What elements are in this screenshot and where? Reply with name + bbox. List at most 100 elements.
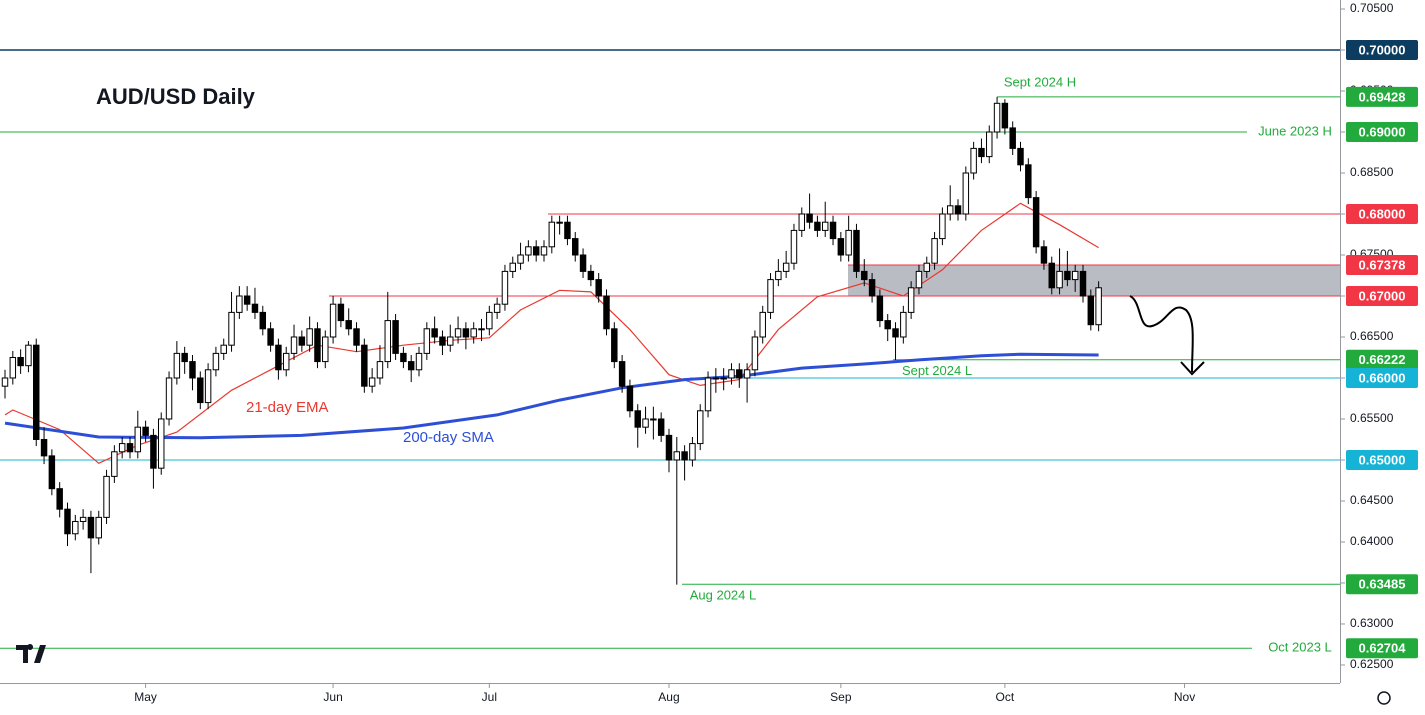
level-label: 0.63485 [1359, 577, 1406, 592]
candle-body [368, 377, 376, 387]
candle-body [118, 443, 126, 453]
candle-body [642, 418, 649, 428]
candle-body [978, 147, 985, 158]
candle-body [72, 520, 79, 535]
chart-title: AUD/USD Daily [96, 84, 256, 109]
indicator-name: 200-day SMA [403, 429, 494, 446]
candle-body [767, 279, 774, 313]
candle-body [259, 311, 267, 330]
candle-body [87, 516, 95, 539]
candle-body [673, 451, 681, 461]
level-label-box [1346, 122, 1418, 143]
candle-body [1064, 270, 1071, 281]
level-label-box [1346, 285, 1418, 306]
candle-body [9, 356, 17, 379]
candle-body [462, 328, 470, 338]
candle-body [611, 328, 618, 363]
plot-area [0, 49, 1348, 657]
level-label: 0.66000 [1359, 370, 1406, 385]
candle-body [853, 229, 860, 272]
candle-body [876, 295, 884, 322]
candle-body [353, 328, 360, 346]
y-tick-label: 0.65500 [1350, 411, 1394, 425]
candle-body [1025, 164, 1032, 199]
candle-body [939, 213, 946, 240]
candle-body [603, 295, 610, 330]
candle-body [532, 246, 540, 256]
candle-body [806, 213, 813, 223]
candle-body [907, 287, 915, 313]
candle-body [95, 516, 102, 539]
candle-body [493, 303, 501, 313]
candle-body [556, 221, 563, 224]
level-label-box [1346, 638, 1418, 659]
candle-body [251, 303, 259, 313]
logo [16, 644, 46, 663]
candle-body [1017, 147, 1024, 166]
level-label: 0.66222 [1359, 352, 1406, 367]
candle-body [329, 303, 337, 338]
candle-body [25, 344, 32, 367]
level-label: 0.70000 [1359, 42, 1406, 57]
level-label: 0.62704 [1359, 641, 1407, 656]
candle-body [782, 262, 790, 272]
candle-body [517, 254, 524, 264]
level-note: Oct 2023 L [1268, 640, 1332, 655]
candle-body [1032, 197, 1040, 248]
settings-icon[interactable] [1377, 691, 1391, 705]
candle-body [751, 336, 759, 371]
candle-body [798, 213, 806, 231]
candle-body [743, 369, 751, 379]
candle-body [900, 311, 907, 338]
level-label-box [1346, 255, 1418, 276]
candle-body [790, 229, 798, 264]
level-label-box [1346, 349, 1418, 370]
candle-body [103, 475, 110, 518]
candle-body [579, 254, 587, 272]
level-note: Aug 2024 L [690, 588, 757, 603]
candle-body [657, 418, 665, 436]
candle-body [228, 311, 235, 346]
x-tick-label: Aug [658, 690, 679, 704]
projection-arrow [1129, 295, 1194, 373]
indicator-name: 21-day EMA [246, 399, 329, 416]
level-label-box [1346, 86, 1418, 107]
candle-body [439, 336, 446, 346]
candle-body [314, 328, 321, 363]
candle-body [79, 516, 87, 522]
candle-body [970, 147, 977, 174]
level-note: Sept 2024 H [1004, 74, 1076, 89]
candle-body [650, 418, 657, 421]
candle-body [415, 352, 423, 371]
candle-body [728, 369, 735, 379]
indicator-line [4, 352, 1099, 440]
candle-body [33, 344, 40, 440]
candle-body [509, 262, 516, 272]
candle-body [626, 385, 634, 412]
candle-body [946, 205, 954, 215]
candle-body [595, 279, 602, 297]
candle-body [400, 352, 407, 363]
candle-body [40, 438, 48, 457]
candle-body [1095, 287, 1102, 326]
candle-body [111, 451, 118, 477]
level-label-box [1346, 367, 1418, 388]
candle-body [986, 131, 993, 158]
candle-body [236, 295, 243, 313]
candle-body [634, 410, 641, 428]
candle-body [165, 377, 173, 420]
candle-body [1071, 270, 1079, 281]
candle-body [220, 344, 227, 354]
level-note: Sept 2024 L [902, 363, 972, 378]
candle-body [298, 336, 306, 346]
candle-body [431, 328, 438, 338]
candle-body [173, 352, 181, 379]
candle-body [775, 270, 782, 281]
candle-body [736, 369, 743, 379]
candle-body [189, 361, 196, 379]
level-label: 0.67378 [1359, 257, 1406, 272]
level-note: June 2023 H [1258, 123, 1332, 138]
candle-body [64, 508, 71, 535]
candle-body [587, 270, 595, 281]
candle-body [915, 270, 923, 289]
